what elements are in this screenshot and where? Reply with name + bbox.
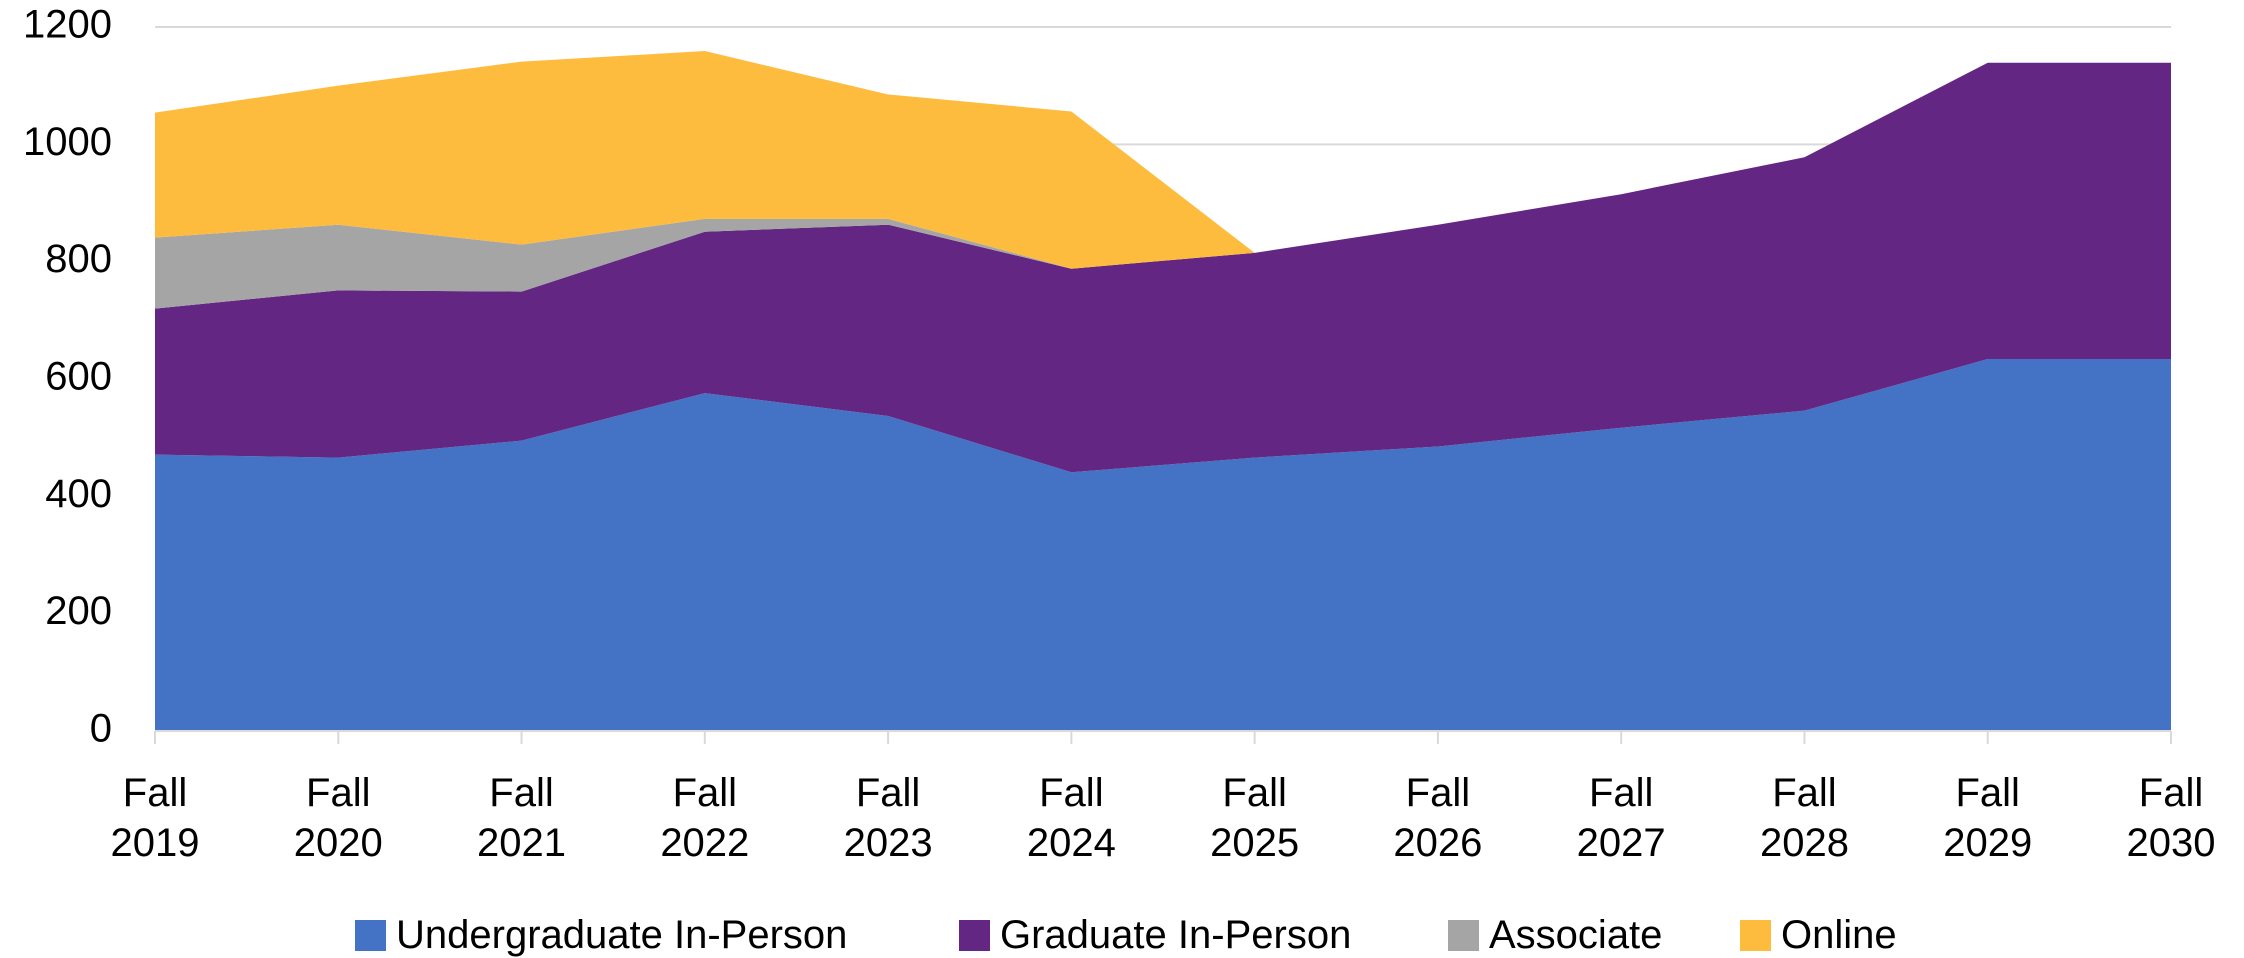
legend-item: Graduate In-Person <box>959 912 1351 958</box>
legend-item: Associate <box>1448 912 1662 958</box>
x-tick-label: Fall 2027 <box>1576 771 1666 865</box>
x-tick-label: Fall 2024 <box>1026 771 1116 865</box>
y-tick-label: 1200 <box>23 3 112 47</box>
y-tick-label: 800 <box>45 237 112 281</box>
x-tick-label: Fall 2023 <box>843 771 933 865</box>
legend-item: Undergraduate In-Person <box>355 912 847 958</box>
area <box>155 51 2171 269</box>
x-tick-label: Fall 2030 <box>2126 771 2216 865</box>
legend-item: Online <box>1740 912 1897 958</box>
legend-label: Undergraduate In-Person <box>396 912 848 957</box>
x-tick-label: Fall 2029 <box>1943 771 2033 865</box>
x-tick-label: Fall 2025 <box>1210 771 1300 865</box>
area <box>155 359 2171 731</box>
legend-swatch <box>1740 919 1771 951</box>
legend-label: Associate <box>1489 912 1663 957</box>
legend-label: Graduate In-Person <box>1000 912 1352 957</box>
x-tick-label: Fall 2019 <box>110 771 200 865</box>
y-tick-label: 200 <box>45 589 112 633</box>
legend-swatch <box>355 919 386 951</box>
y-tick-label: 0 <box>90 707 112 751</box>
x-tick-label: Fall 2028 <box>1759 771 1849 865</box>
x-tick-label: Fall 2021 <box>477 771 567 865</box>
area <box>155 62 2171 473</box>
legend-label: Online <box>1781 912 1897 957</box>
x-tick-label: Fall 2020 <box>293 771 383 865</box>
area <box>155 62 2171 309</box>
y-tick-label: 400 <box>45 472 112 516</box>
x-tick-label: Fall 2022 <box>660 771 750 865</box>
legend-swatch <box>1448 919 1479 951</box>
y-tick-label: 1000 <box>23 120 112 164</box>
y-tick-label: 600 <box>45 355 112 399</box>
x-tick-label: Fall 2026 <box>1393 771 1483 865</box>
legend-swatch <box>959 919 990 951</box>
